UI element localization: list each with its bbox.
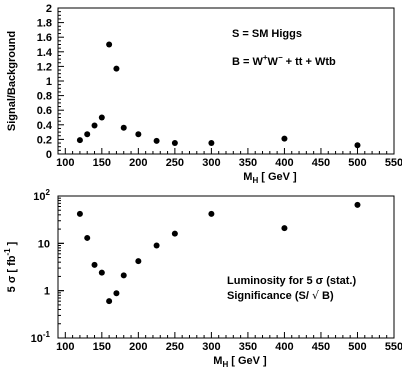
bottom-y-tick-label: 10-1 [31, 330, 51, 345]
bottom-x-tick-label: 300 [202, 341, 220, 353]
top-data-point [113, 65, 120, 72]
bottom-data-point [281, 225, 288, 232]
top-x-tick-label: 300 [202, 157, 220, 169]
bottom-data-point [98, 269, 105, 276]
bottom-data-point [208, 210, 215, 217]
bottom-data-point [91, 261, 98, 268]
top-annotation-background: B = W+W− + tt + Wtb [232, 53, 336, 68]
top-y-tick-label: 1.4 [37, 47, 53, 59]
top-x-tick-label: 100 [56, 157, 74, 169]
bottom-data-point [120, 272, 127, 279]
top-y-tick-label: 1 [46, 76, 52, 88]
top-data-point [91, 122, 98, 129]
bottom-y-tick-label: 102 [33, 188, 50, 203]
top-data-point [84, 131, 91, 138]
bottom-x-tick-label: 500 [348, 341, 366, 353]
top-y-tick-label: 0.4 [37, 120, 53, 132]
top-plot-frame [57, 7, 395, 155]
top-y-tick-label: 2 [46, 3, 52, 15]
bottom-y-axis-title: 5 σ [ fb-1 ] [3, 241, 18, 292]
bottom-y-tick-label: 10 [38, 238, 50, 250]
bottom-data-point [113, 290, 120, 297]
top-points [76, 41, 361, 149]
top-x-tick-label: 500 [348, 157, 366, 169]
top-data-point [171, 140, 178, 147]
top-y-tick-label: 0.2 [37, 134, 52, 146]
bottom-data-point [84, 234, 91, 241]
top-y-tick-label: 1.2 [37, 61, 52, 73]
bottom-x-tick-label: 100 [56, 341, 74, 353]
bottom-x-tick-label: 200 [129, 341, 147, 353]
top-data-point [354, 142, 361, 149]
bottom-plot-frame [57, 195, 395, 339]
bottom-x-tick-label: 400 [275, 341, 293, 353]
bottom-data-point [153, 242, 160, 249]
bottom-x-tick-label: 250 [166, 341, 184, 353]
top-y-tick-label: 0 [46, 149, 52, 161]
bottom-x-tick-label: 450 [312, 341, 330, 353]
top-x-tick-label: 450 [312, 157, 330, 169]
bottom-x-axis-title: MH [ GeV ] [213, 355, 267, 369]
top-y-tick-label: 1.6 [37, 32, 52, 44]
top-x-tick-label: 550 [385, 157, 402, 169]
bottom-panel: 100 150 200 250 300 350 400 450 500 550 102 10 1 10-1… [3, 188, 402, 369]
top-y-axis-title: Signal/Background [6, 31, 18, 131]
top-data-point [120, 124, 127, 131]
top-x-axis-title: MH [ GeV ] [243, 171, 297, 185]
bottom-data-point [171, 230, 178, 237]
top-data-point [281, 135, 288, 142]
top-ticks: 100 150 200 250 300 350 400 450 500 550 0 0.2 0.4 0.6… [37, 3, 402, 169]
bottom-x-tick-label: 150 [93, 341, 111, 353]
top-x-tick-label: 400 [275, 157, 293, 169]
bottom-x-tick-label: 550 [385, 341, 402, 353]
top-x-tick-label: 250 [166, 157, 184, 169]
top-data-point [98, 114, 105, 121]
top-data-point [208, 140, 215, 147]
bottom-data-point [76, 210, 83, 217]
top-y-tick-label: 0.8 [37, 91, 52, 103]
top-x-tick-label: 200 [129, 157, 147, 169]
bottom-x-tick-label: 350 [239, 341, 257, 353]
top-data-point [153, 137, 160, 144]
top-data-point [135, 131, 142, 138]
top-x-tick-label: 150 [93, 157, 111, 169]
top-annotation-signal: S = SM Higgs [232, 28, 302, 40]
bottom-data-point [135, 258, 142, 265]
top-data-point [76, 137, 83, 144]
bottom-y-tick-label: 1 [44, 286, 50, 298]
bottom-points [76, 201, 361, 305]
bottom-annotation-significance: Significance (S/ √ B) [227, 289, 334, 302]
top-y-tick-label: 0.6 [37, 105, 52, 117]
top-data-point [106, 41, 113, 48]
top-panel: 100 150 200 250 300 350 400 450 500 550 0 0.2 0.4 0.6… [6, 3, 402, 185]
top-x-tick-label: 350 [239, 157, 257, 169]
bottom-data-point [106, 298, 113, 305]
bottom-ticks: 100 150 200 250 300 350 400 450 500 550 102 10 1 10-1 [31, 188, 402, 353]
bottom-annotation-luminosity: Luminosity for 5 σ (stat.) [227, 275, 356, 287]
bottom-data-point [354, 201, 361, 208]
top-y-tick-label: 1.8 [37, 18, 52, 30]
